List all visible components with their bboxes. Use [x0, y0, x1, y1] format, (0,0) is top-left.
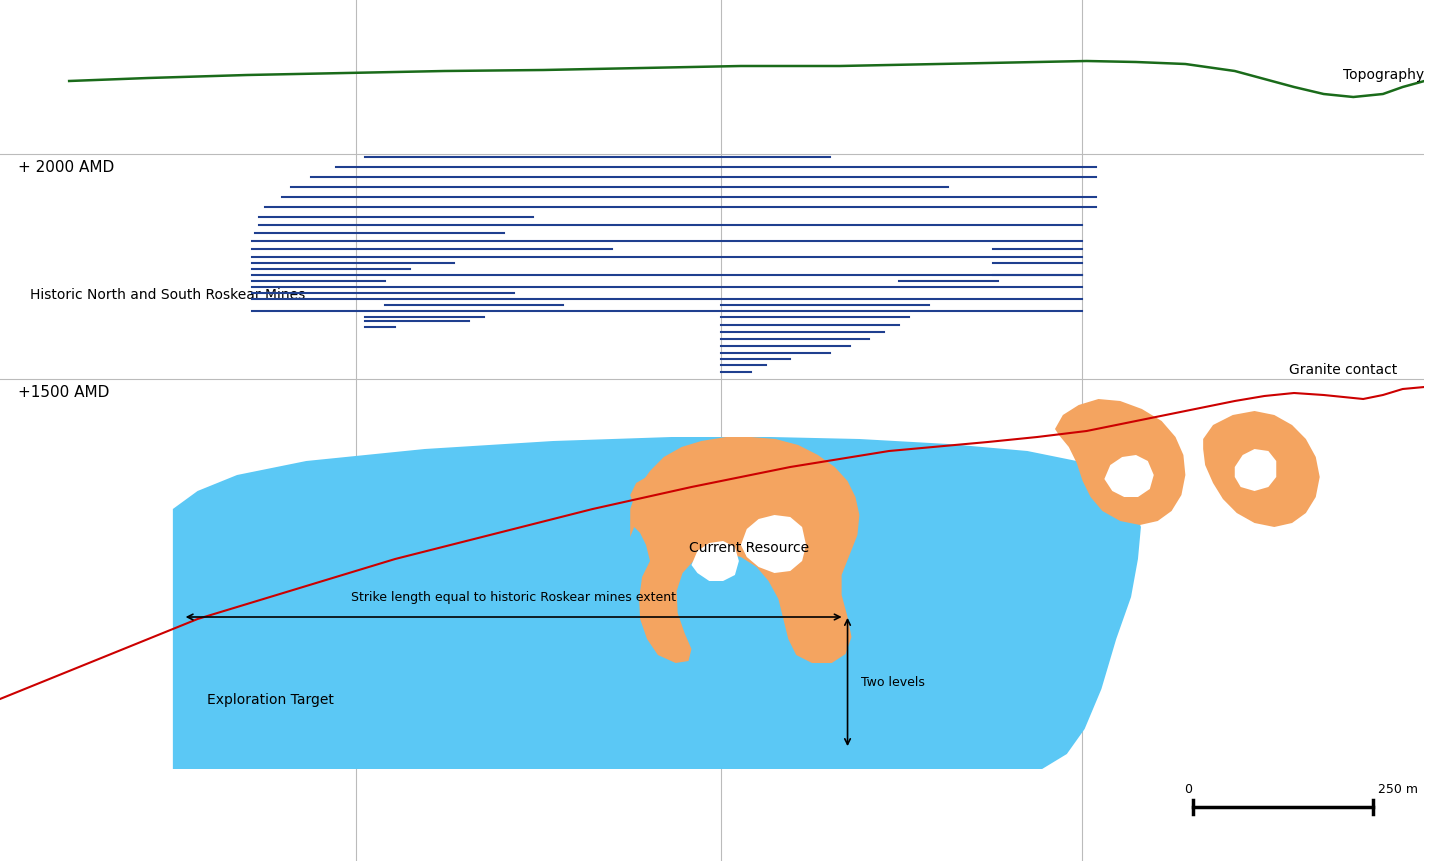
- Text: +1500 AMD: +1500 AMD: [17, 385, 110, 400]
- Text: Topography: Topography: [1344, 68, 1425, 82]
- Text: Current Resource: Current Resource: [689, 541, 809, 554]
- Text: 250 m: 250 m: [1379, 782, 1417, 795]
- Polygon shape: [630, 475, 676, 513]
- Text: Exploration Target: Exploration Target: [208, 692, 335, 706]
- Polygon shape: [630, 437, 859, 663]
- Text: Historic North and South Roskear Mines: Historic North and South Roskear Mines: [30, 288, 304, 301]
- Polygon shape: [1203, 412, 1319, 528]
- Polygon shape: [1056, 400, 1185, 525]
- Polygon shape: [692, 542, 738, 581]
- Polygon shape: [1234, 449, 1276, 492]
- Polygon shape: [173, 437, 1141, 769]
- Polygon shape: [1105, 455, 1154, 498]
- Text: 0: 0: [1184, 782, 1193, 795]
- Text: Strike length equal to historic Roskear mines extent: Strike length equal to historic Roskear …: [352, 591, 676, 604]
- Polygon shape: [741, 516, 806, 573]
- Text: Granite contact: Granite contact: [1289, 362, 1397, 376]
- Text: Two levels: Two levels: [861, 676, 926, 689]
- Text: + 2000 AMD: + 2000 AMD: [17, 160, 114, 175]
